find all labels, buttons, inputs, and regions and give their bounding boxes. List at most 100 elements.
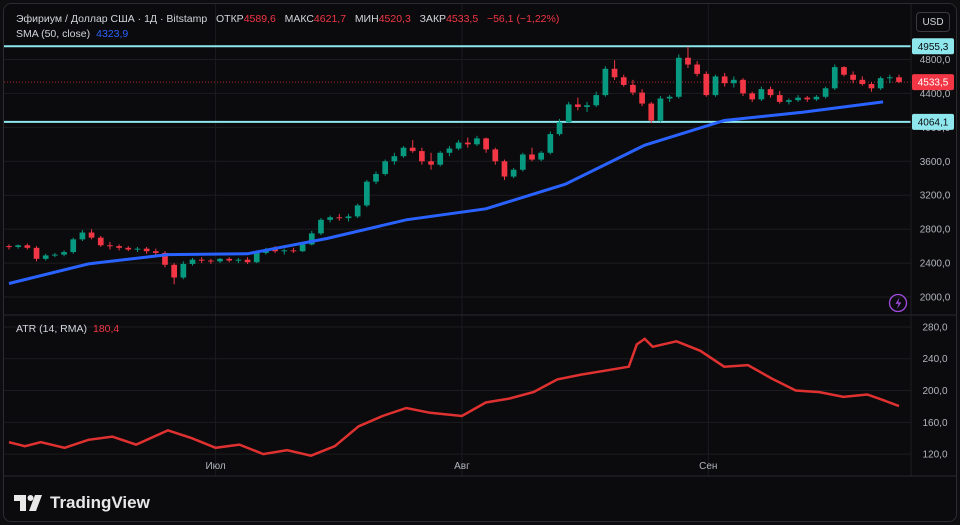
candle-body: [226, 258, 233, 261]
candle-body: [749, 93, 756, 100]
currency-button[interactable]: USD: [916, 12, 950, 32]
time-axis-label: Сен: [699, 461, 717, 472]
low-value: 4520,3: [378, 13, 411, 25]
grid: [4, 4, 911, 476]
chart-canvas[interactable]: 2000,02400,02800,03200,03600,04000,04400…: [4, 4, 957, 522]
candle-body: [519, 154, 526, 170]
sma-legend[interactable]: SMA (50, close) 4323,9: [16, 28, 128, 40]
candle-body: [492, 149, 499, 162]
candle-body: [474, 138, 480, 145]
atr-line: [8, 337, 900, 458]
candle-body: [244, 259, 251, 263]
candle-body: [281, 250, 288, 252]
candle-body: [565, 104, 572, 123]
candle-body: [79, 232, 86, 240]
symbol-legend: Эфириум / Доллар США · 1Д · Bitstamp ОТК…: [16, 13, 559, 25]
candle-body: [428, 161, 434, 165]
candle-body: [556, 122, 563, 135]
candle-body: [877, 78, 884, 89]
atr-value: 180,4: [92, 323, 120, 335]
candle-body: [70, 239, 77, 253]
candle-body: [510, 169, 517, 177]
brand-name: TradingView: [50, 493, 150, 512]
candle-body: [712, 76, 719, 96]
open-value: 4589,6: [243, 13, 276, 25]
candle-body: [446, 148, 453, 153]
sma-line: [8, 100, 884, 285]
candle-body: [290, 250, 297, 252]
candle-body: [831, 67, 838, 89]
candle-body: [758, 89, 765, 100]
candle-body: [721, 76, 728, 84]
candle-body: [859, 79, 866, 85]
time-axis-label: Авг: [454, 461, 470, 472]
candle-body: [409, 147, 416, 152]
tradingview-logo[interactable]: TradingView: [14, 491, 150, 515]
candle-body: [547, 134, 554, 153]
candle-body: [455, 142, 462, 149]
candle-body: [437, 152, 444, 165]
lightning-icon[interactable]: [888, 293, 908, 313]
candle-body: [694, 64, 700, 74]
candle-body: [308, 233, 315, 245]
candle-body: [841, 67, 847, 75]
candle-body: [143, 248, 150, 252]
candle-body: [795, 97, 801, 101]
price-axis-label: 4800,0: [920, 55, 951, 66]
candle-body: [868, 84, 875, 89]
candle-body: [345, 216, 352, 219]
candle-body: [107, 245, 113, 247]
candle-body: [666, 96, 673, 99]
candle-body: [382, 161, 389, 174]
candle-body: [639, 92, 645, 104]
candle-body: [886, 77, 893, 79]
change-value: −56,1 (−1,22%): [486, 13, 560, 25]
atr-axis-label: 240,0: [922, 354, 947, 365]
candle-body: [253, 252, 260, 263]
horizontal-levels[interactable]: [4, 45, 911, 123]
candle-body: [198, 259, 205, 261]
candle-body: [419, 151, 425, 162]
candle-body: [52, 254, 58, 256]
candle-body: [235, 259, 242, 261]
candle-body: [602, 68, 609, 96]
close-label: ЗАКР: [419, 13, 447, 25]
sma-label: SMA (50, close): [16, 28, 91, 40]
price-axis-label: 4400,0: [920, 89, 951, 100]
candlestick-series: [6, 46, 902, 285]
candle-body: [813, 96, 820, 100]
candle-body: [611, 68, 618, 78]
candle-body: [657, 98, 664, 121]
price-axis-label: 2400,0: [920, 259, 951, 270]
candle-body: [593, 95, 600, 106]
candle-body: [804, 97, 811, 100]
candle-body: [272, 249, 278, 252]
time-axis-label: Июл: [205, 461, 225, 472]
candle-body: [850, 74, 856, 80]
candle-body: [575, 104, 581, 107]
atr-legend[interactable]: ATR (14, RMA) 180,4: [16, 323, 119, 335]
price-axis-label: 2000,0: [920, 293, 951, 304]
candle-body: [336, 217, 343, 219]
last-price-tag: [912, 74, 954, 91]
symbol-title: Эфириум / Доллар США · 1Д · Bitstamp: [16, 13, 208, 25]
candle-body: [162, 252, 168, 265]
candle-body: [822, 88, 829, 97]
candle-body: [6, 246, 12, 248]
candle-body: [152, 251, 159, 253]
price-axis-label: 3200,0: [920, 191, 951, 202]
candle-body: [703, 73, 710, 96]
candle-body: [391, 156, 398, 162]
candle-body: [61, 252, 67, 255]
candle-body: [116, 246, 122, 248]
last-price-tag-label: 4533,5: [918, 78, 949, 89]
candle-body: [767, 89, 774, 96]
atr-axis-label: 280,0: [922, 322, 947, 333]
candle-body: [620, 77, 627, 85]
sma-value: 4323,9: [96, 28, 129, 40]
candle-body: [648, 103, 655, 121]
candle-body: [501, 161, 508, 177]
level-price-tag-label: 4064,1: [918, 117, 949, 128]
candle-body: [171, 264, 177, 278]
candle-body: [33, 247, 40, 259]
